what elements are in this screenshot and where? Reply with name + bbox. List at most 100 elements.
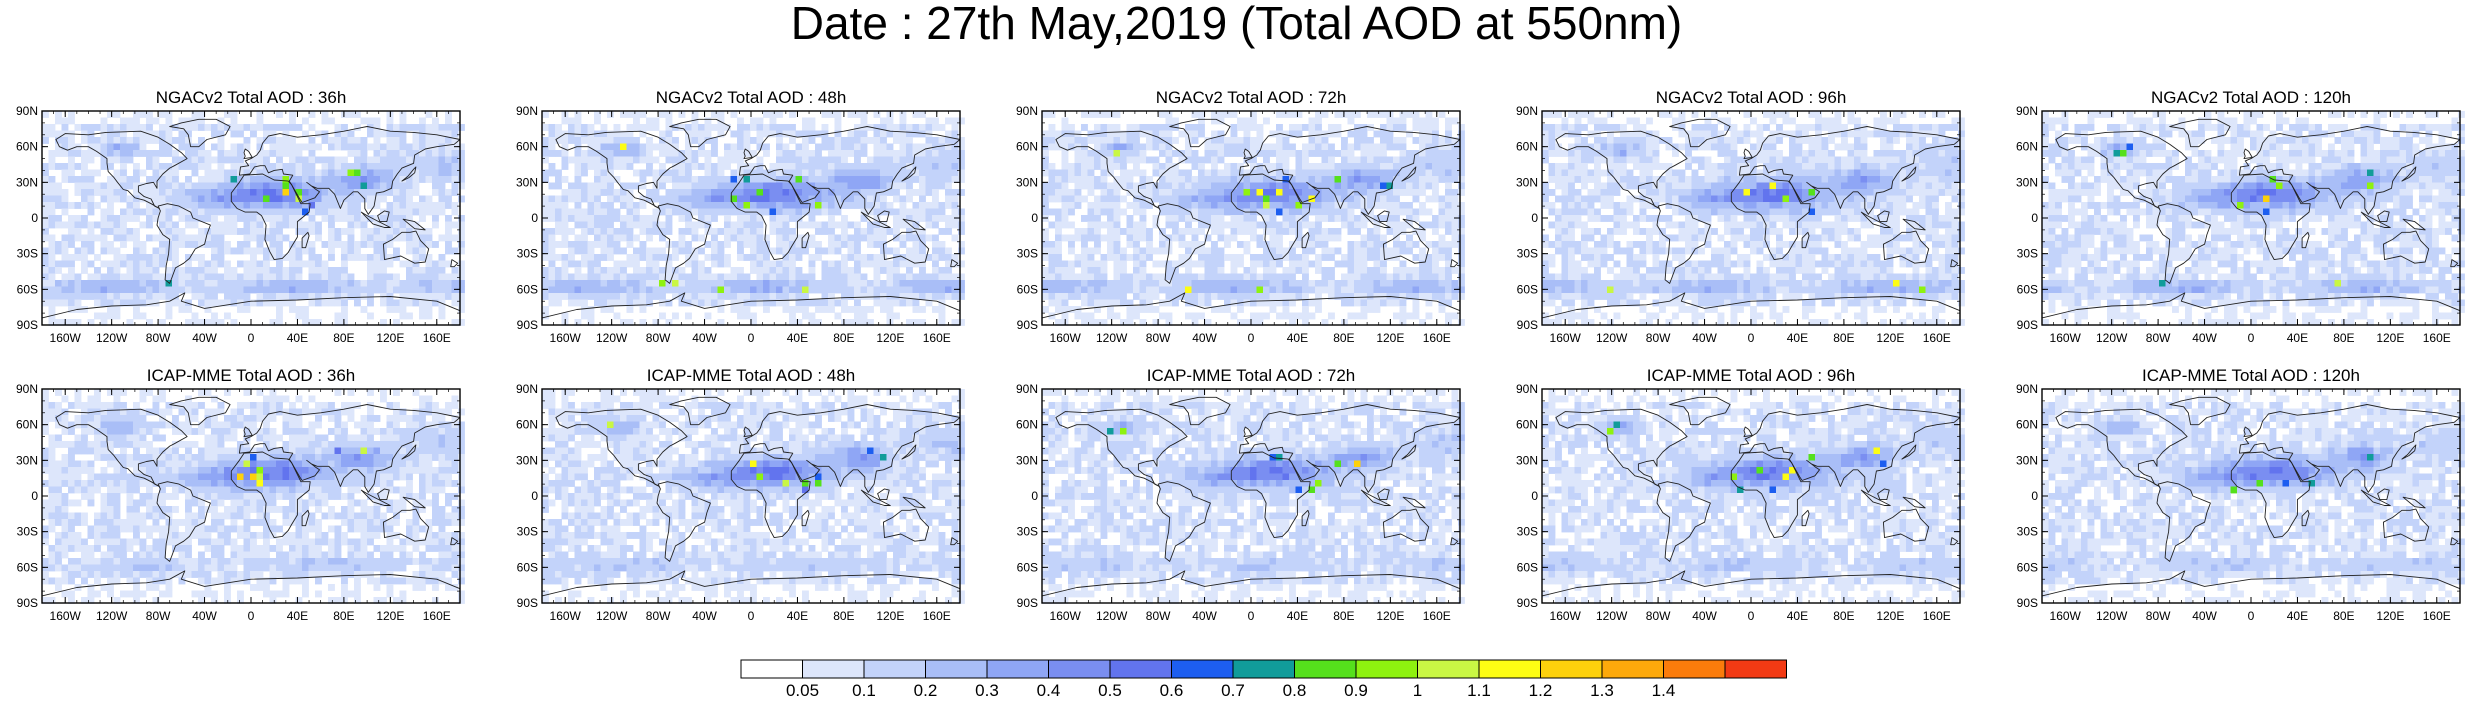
lat-tick-label: 90N [1516, 382, 1538, 396]
australia-outline [382, 230, 430, 264]
colorbar-swatch [1171, 659, 1234, 679]
lon-tick-label: 120W [1096, 609, 1128, 623]
lon-tick-label: 120W [1596, 609, 1628, 623]
uk-outline [2243, 426, 2253, 438]
greenland-outline [1669, 118, 1731, 148]
colorbar-swatch [925, 659, 988, 679]
lat-tick-label: 90N [16, 104, 38, 118]
new-guinea-outline [1902, 218, 1926, 231]
lon-tick-label: 0 [2248, 331, 2255, 345]
lon-tick-label: 40E [287, 331, 308, 345]
indonesia-outline [2360, 211, 2391, 228]
greenland-outline [2169, 396, 2231, 426]
greenland-outline [1169, 396, 1231, 426]
lat-tick-label: 60S [17, 282, 38, 296]
lat-tick-label: 30N [516, 453, 538, 467]
map-panel: NGACv2 Total AOD : 48h 90N 60N 30N 0 30S 60S 90… [500, 88, 1000, 368]
north-america-outline [555, 408, 688, 487]
lon-tick-label: 80W [2146, 609, 2171, 623]
lon-tick-label: 160W [1550, 331, 1582, 345]
lon-tick-label: 40E [2287, 331, 2308, 345]
lat-tick-label: 0 [531, 489, 538, 503]
new-zealand-outline [1450, 537, 1459, 546]
lat-tick-label: 90S [17, 318, 38, 332]
map-panel: ICAP-MME Total AOD : 96h 90N 60N 30N 0 30S 60S… [1500, 366, 2000, 646]
lat-tick-label: 90N [516, 104, 538, 118]
eurasia-outline [1238, 404, 1461, 493]
lon-tick-label: 120W [1096, 331, 1128, 345]
lon-tick-label: 0 [748, 331, 755, 345]
lon-tick-label: 120W [1596, 331, 1628, 345]
new-guinea-outline [1402, 218, 1426, 231]
lon-tick-label: 0 [248, 331, 255, 345]
panel-title: ICAP-MME Total AOD : 48h [646, 366, 856, 385]
eurasia-outline [2238, 404, 2461, 493]
south-america-outline [656, 481, 711, 562]
madagascar-outline [301, 509, 310, 527]
colorbar-swatch [1232, 659, 1295, 679]
japan-outline [1901, 444, 1917, 460]
lon-tick-label: 160W [1050, 331, 1082, 345]
lon-tick-label: 40E [1787, 331, 1808, 345]
lon-tick-label: 160W [2050, 331, 2082, 345]
lon-tick-label: 40W [192, 609, 217, 623]
colorbar-label: 0.9 [1344, 681, 1368, 700]
lat-tick-label: 0 [1031, 489, 1038, 503]
lat-tick-label: 30S [2017, 247, 2038, 261]
australia-outline [882, 508, 930, 542]
panel-title: ICAP-MME Total AOD : 36h [146, 366, 356, 385]
south-america-outline [156, 203, 211, 284]
south-america-outline [1156, 203, 1211, 284]
australia-outline [882, 230, 930, 264]
eurasia-outline [738, 404, 961, 493]
lon-tick-label: 40W [1692, 331, 1717, 345]
lat-tick-label: 30N [516, 175, 538, 189]
madagascar-outline [2301, 231, 2310, 249]
africa-outline [730, 173, 811, 261]
map-panel: NGACv2 Total AOD : 72h 90N 60N 30N 0 30S 60S 90… [1000, 88, 1500, 368]
lat-tick-label: 30S [2017, 525, 2038, 539]
lat-tick-label: 90S [517, 596, 538, 610]
australia-outline [1882, 508, 1930, 542]
north-america-outline [555, 130, 688, 209]
lat-tick-label: 90S [517, 318, 538, 332]
uk-outline [743, 426, 753, 438]
colorbar-swatch [986, 659, 1049, 679]
aod-field [1042, 111, 1465, 326]
lon-tick-label: 120E [876, 331, 904, 345]
lon-tick-label: 80E [833, 331, 854, 345]
lon-tick-label: 80E [333, 331, 354, 345]
lon-tick-label: 80W [1146, 609, 1171, 623]
madagascar-outline [801, 231, 810, 249]
greenland-outline [1669, 396, 1731, 426]
lon-tick-label: 120E [1376, 609, 1404, 623]
australia-outline [1382, 508, 1430, 542]
lat-tick-label: 60N [1016, 418, 1038, 432]
lon-tick-label: 160E [423, 331, 451, 345]
lon-tick-label: 40W [692, 331, 717, 345]
panel-title: NGACv2 Total AOD : 72h [1155, 88, 1347, 107]
borneo-outline [377, 488, 390, 501]
africa-outline [2230, 451, 2311, 539]
lat-tick-label: 60S [517, 560, 538, 574]
australia-outline [382, 508, 430, 542]
lon-tick-label: 0 [748, 609, 755, 623]
lon-tick-label: 160E [2423, 609, 2451, 623]
lat-tick-label: 0 [31, 211, 38, 225]
new-zealand-outline [450, 537, 459, 546]
lat-tick-label: 0 [1531, 211, 1538, 225]
colorbar-label: 1.4 [1652, 681, 1676, 700]
uk-outline [1243, 148, 1253, 160]
lon-tick-label: 120W [2096, 609, 2128, 623]
colorbar-label: 0.3 [975, 681, 999, 700]
lon-tick-label: 160E [923, 331, 951, 345]
colorbar-swatch [1109, 659, 1172, 679]
madagascar-outline [2301, 509, 2310, 527]
lon-tick-label: 160W [550, 609, 582, 623]
africa-outline [2230, 173, 2311, 261]
lat-tick-label: 30S [1017, 247, 1038, 261]
colorbar-label: 0.4 [1037, 681, 1061, 700]
madagascar-outline [1301, 509, 1310, 527]
lon-tick-label: 80W [1646, 609, 1671, 623]
borneo-outline [2377, 210, 2390, 223]
